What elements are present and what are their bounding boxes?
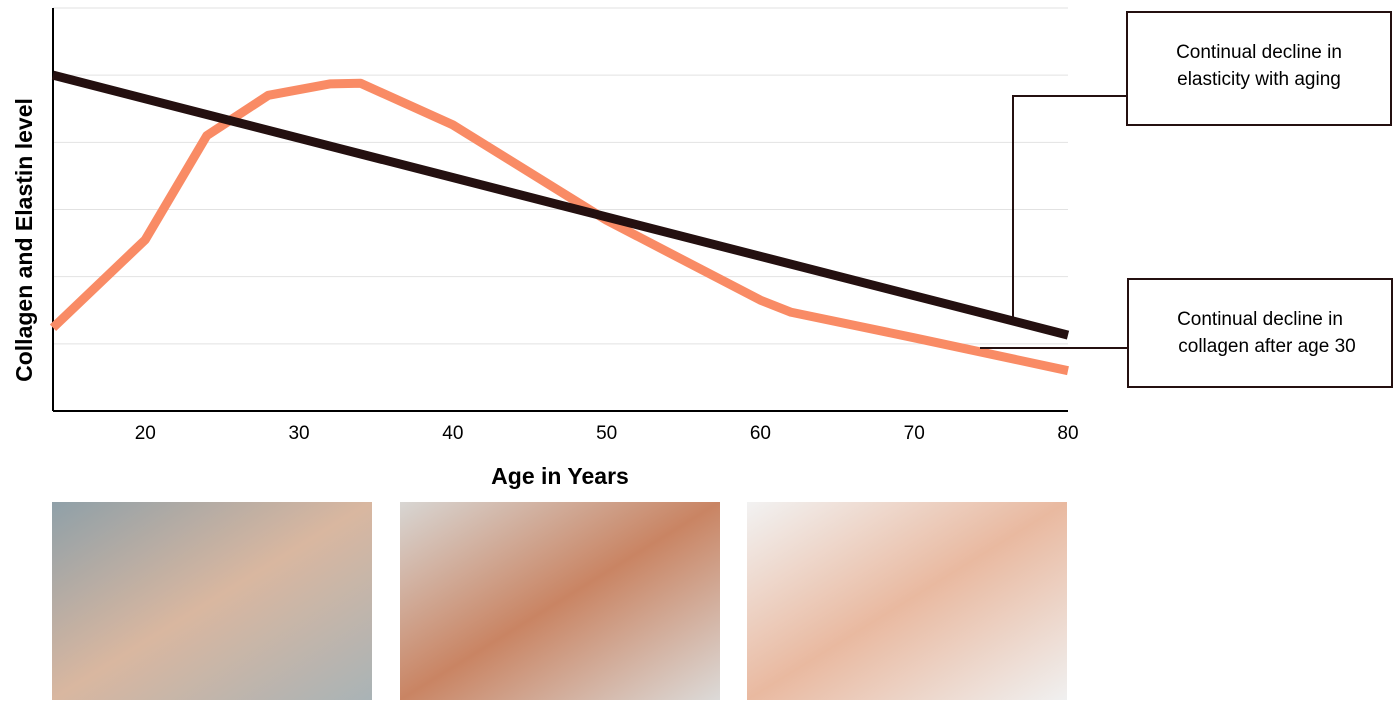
x-tick-label: 60	[750, 423, 771, 444]
x-tick-label: 20	[135, 423, 156, 444]
photo	[52, 502, 372, 700]
photo	[400, 502, 720, 700]
annotation-box	[1127, 278, 1393, 388]
x-tick-label: 30	[288, 423, 309, 444]
annotation-text: collagen after age 30	[1178, 336, 1355, 357]
annotation-text: Continual decline in	[1177, 309, 1343, 330]
x-tick-label: 40	[442, 423, 463, 444]
x-tick-label: 80	[1057, 423, 1078, 444]
photo	[747, 502, 1067, 700]
x-axis-title: Age in Years	[491, 463, 629, 489]
x-tick-label: 70	[904, 423, 925, 444]
annotation-box	[1126, 11, 1392, 126]
annotation-text: Continual decline in	[1176, 42, 1342, 63]
y-axis-title: Collagen and Elastin level	[11, 98, 37, 382]
line	[49, 78, 1069, 376]
annotation-text: elasticity with aging	[1177, 69, 1341, 90]
connector	[1012, 95, 1127, 318]
plot-area: 20 30 40 50 60 70 80	[49, 7, 1079, 444]
line	[51, 70, 1070, 340]
x-tick-label: 50	[596, 423, 617, 444]
